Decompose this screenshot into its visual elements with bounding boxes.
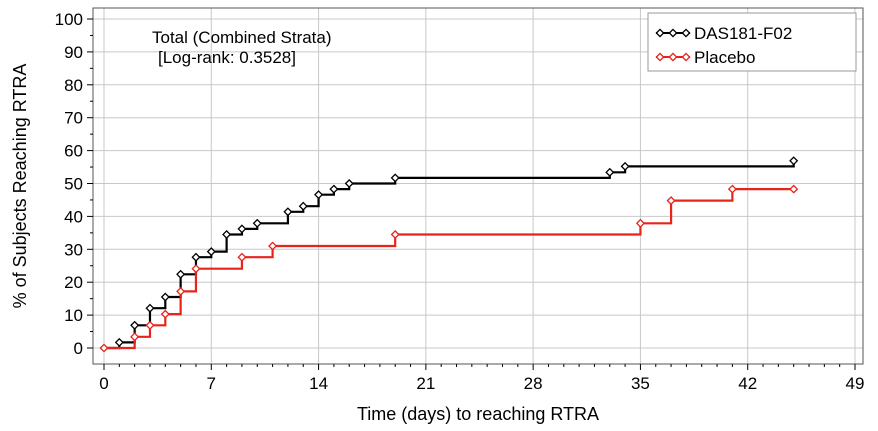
series-point-das181 <box>283 207 293 217</box>
y-tick-label: 20 <box>64 273 83 292</box>
series-point-das181 <box>191 252 201 262</box>
series-point-placebo <box>727 184 737 194</box>
series-point-placebo <box>145 320 155 330</box>
series-point-das181 <box>237 224 247 234</box>
series-point-placebo <box>130 332 140 342</box>
x-tick-label: 49 <box>846 374 865 393</box>
legend-label-das181: DAS181-F02 <box>694 24 792 43</box>
plot-frame <box>92 7 864 365</box>
annotation-logrank: [Log-rank: 0.3528] <box>158 48 296 67</box>
series-point-placebo <box>666 196 676 206</box>
y-tick-label: 60 <box>64 142 83 161</box>
y-tick-label: 40 <box>64 207 83 226</box>
series-point-das181 <box>390 173 400 183</box>
y-tick-label: 90 <box>64 43 83 62</box>
series-layer <box>99 156 799 353</box>
series-point-das181 <box>130 320 140 330</box>
series-point-placebo <box>176 286 186 296</box>
x-tick-label: 14 <box>309 374 328 393</box>
legend-marker <box>681 28 691 38</box>
legend-marker <box>655 28 665 38</box>
series-point-das181 <box>789 156 799 166</box>
legend-markers-das181 <box>655 28 691 38</box>
legend-marker <box>668 52 678 62</box>
series-point-das181 <box>344 178 354 189</box>
series-point-das181 <box>176 269 186 279</box>
y-tick-label: 10 <box>64 306 83 325</box>
series-point-placebo <box>99 343 109 353</box>
y-tick-label: 100 <box>55 10 83 29</box>
x-tick-label: 0 <box>99 374 108 393</box>
x-tick-label: 28 <box>524 374 543 393</box>
series-point-das181 <box>114 337 124 347</box>
y-axis-title: % of Subjects Reaching RTRA <box>10 64 30 309</box>
series-point-das181 <box>620 161 630 171</box>
legend-box <box>647 12 857 72</box>
series-das181 <box>104 156 799 350</box>
axes: 0 10 20 30 40 50 60 70 80 90 100 0 7 14 21 28 35 42 49 <box>55 7 865 393</box>
y-tick-label: 0 <box>74 339 83 358</box>
series-point-das181 <box>298 201 308 211</box>
x-tick-label: 21 <box>416 374 435 393</box>
series-point-das181 <box>160 292 170 302</box>
series-point-placebo <box>191 264 201 274</box>
series-point-placebo <box>635 218 645 228</box>
series-point-placebo <box>160 309 170 319</box>
series-point-das181 <box>252 218 262 228</box>
legend-marker <box>668 28 678 38</box>
series-point-das181 <box>206 247 216 257</box>
legend-markers-placebo <box>655 52 691 62</box>
legend-label-placebo: Placebo <box>694 48 755 67</box>
series-point-das181 <box>329 184 339 194</box>
series-point-placebo <box>390 229 400 240</box>
legend: DAS181-F02 Placebo <box>647 12 857 72</box>
series-point-placebo <box>789 184 799 194</box>
y-tick-label: 50 <box>64 175 83 194</box>
series-point-das181 <box>145 303 155 313</box>
annotation-title: Total (Combined Strata) <box>152 28 332 47</box>
series-point-placebo <box>268 241 278 251</box>
series-point-das181 <box>314 190 324 200</box>
x-tick-label: 7 <box>207 374 216 393</box>
y-tick-label: 80 <box>64 76 83 95</box>
y-tick-label: 70 <box>64 109 83 128</box>
x-axis-title: Time (days) to reaching RTRA <box>357 404 599 424</box>
series-point-placebo <box>237 252 247 262</box>
series-point-das181 <box>605 167 615 177</box>
series-point-das181 <box>222 229 232 240</box>
y-tick-label: 30 <box>64 240 83 259</box>
x-tick-label: 42 <box>738 374 757 393</box>
x-tick-label: 35 <box>631 374 650 393</box>
legend-marker <box>655 52 665 62</box>
legend-marker <box>681 52 691 62</box>
series-placebo <box>99 184 799 353</box>
